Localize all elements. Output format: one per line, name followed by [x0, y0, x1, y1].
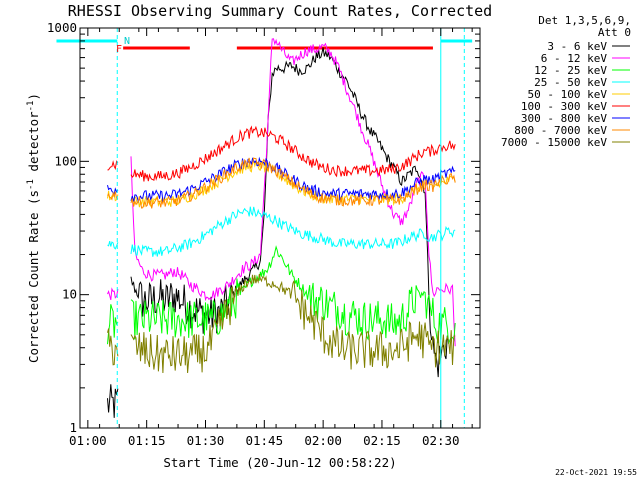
legend-label-4: 50 - 100 keV: [528, 88, 608, 101]
plot-frame: [79, 27, 481, 429]
series-line-0-0: [107, 384, 119, 418]
series-line-7-0: [107, 191, 119, 201]
series-line-5-1: [130, 125, 456, 182]
x-tick-label-1: 01:15: [128, 433, 166, 448]
x-axis-label: Start Time (20-Jun-12 00:58:22): [163, 455, 396, 470]
series-line-3-0: [107, 240, 119, 250]
chart-title: RHESSI Observing Summary Count Rates, Co…: [68, 2, 492, 20]
series-line-8-1: [130, 273, 456, 374]
night-flag-label: N: [124, 36, 130, 47]
y-axis-label-mid: detector: [26, 111, 41, 179]
series-line-1-1: [130, 38, 456, 347]
flag-bars-layer: [56, 39, 473, 50]
y-tick-label-2: 100: [54, 153, 77, 168]
y-axis-label-main: Corrected Count Rate (s: [26, 190, 41, 363]
x-tick-label-6: 02:30: [422, 433, 460, 448]
series-line-6-0: [107, 184, 119, 195]
y-axis-label-sup1: -1: [26, 179, 36, 190]
y-tick-label-3: 1000: [47, 20, 77, 35]
legend-label-6: 300 - 800 keV: [521, 112, 607, 125]
x-tick-label-3: 01:45: [245, 433, 283, 448]
x-tick-label-0: 01:00: [69, 433, 107, 448]
series-layer: [107, 38, 456, 418]
y-axis-label-end: ): [26, 93, 41, 101]
series-line-2-0: [107, 304, 119, 345]
y-axis-label: Corrected Count Rate (s-1 detector-1): [26, 93, 41, 363]
series-line-8-0: [107, 328, 119, 366]
y-axis-label-sup2: -1: [26, 101, 36, 112]
x-tick-label-5: 02:15: [363, 433, 401, 448]
series-line-0-1: [130, 47, 448, 378]
legend-label-0: 3 - 6 keV: [547, 40, 607, 53]
axes-layer: 01:00 01:15 01:30 01:45 02:00 02:15 02:30 1 10 10…: [47, 20, 480, 448]
series-line-3-1: [130, 206, 456, 257]
legend-header-line2: Att 0: [598, 26, 631, 39]
series-line-7-1: [130, 157, 456, 209]
x-tick-label-2: 01:30: [187, 433, 225, 448]
legend-label-7: 800 - 7000 keV: [514, 124, 607, 137]
night-boundary-layer: [116, 28, 465, 428]
x-tick-label-4: 02:00: [304, 433, 342, 448]
series-line-2-1: [130, 245, 456, 344]
legend-label-1: 6 - 12 keV: [541, 52, 608, 65]
legend-label-2: 12 - 25 keV: [534, 64, 607, 77]
footer-date: 22-Oct-2021 19:55: [555, 468, 637, 477]
series-line-5-0: [107, 160, 119, 171]
flare-flag-label: F: [116, 44, 122, 55]
y-tick-label-1: 10: [62, 287, 77, 302]
series-line-1-0: [107, 287, 119, 301]
y-tick-label-0: 1: [69, 420, 77, 435]
legend-label-5: 100 - 300 keV: [521, 100, 607, 113]
legend-header-line1: Det 1,3,5,6,9,: [538, 14, 631, 27]
legend-label-8: 7000 - 15000 keV: [501, 136, 607, 149]
legend-label-3: 25 - 50 keV: [534, 76, 607, 89]
